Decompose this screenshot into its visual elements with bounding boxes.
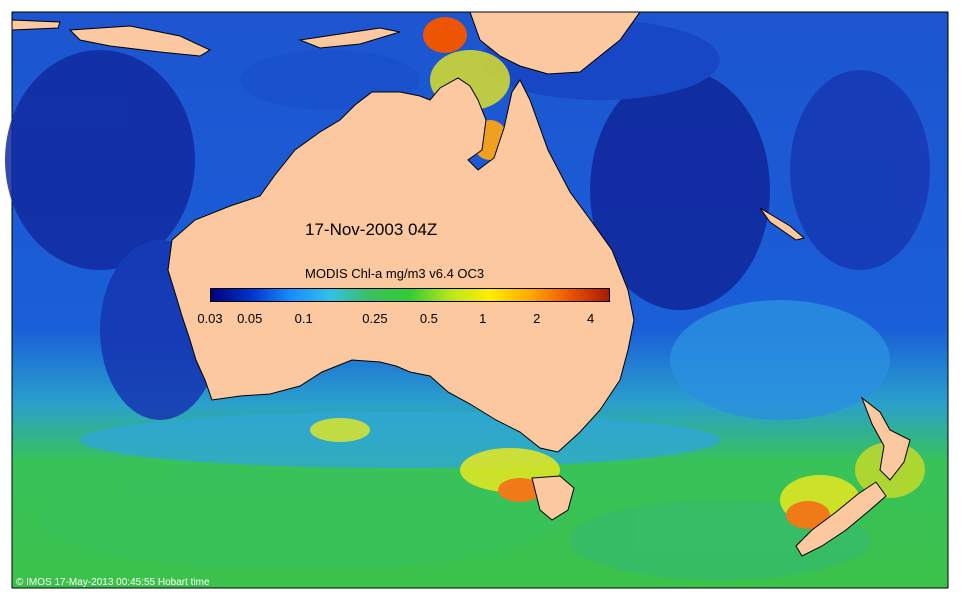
colorbar-tick-label: 0.1 [294,311,313,326]
indonesia-islands [68,25,212,57]
colorbar-tick-label: 0.05 [237,311,263,326]
tasmania [531,475,575,521]
timor [298,27,401,49]
low-chlorophyll-patches [5,20,930,420]
colorbar-tick-label: 1 [479,311,487,326]
new-zealand-north [860,396,911,481]
colorbar-tick-label: 2 [533,311,541,326]
new-caledonia [759,207,806,241]
date-label: 17-Nov-2003 04Z [305,220,438,239]
credit-text: © IMOS 17-May-2013 00:45:55 Hobart time [16,577,210,588]
new-guinea [469,11,641,75]
new-zealand-south [795,481,887,557]
colorbar [210,288,610,302]
indonesia-islands-west [11,19,61,31]
legend-title: MODIS Chl-a mg/m3 v6.4 OC3 [305,266,485,281]
colorbar-tick-label: 0.25 [362,311,388,326]
australia-landmass [167,77,635,453]
colorbar-tick-label: 4 [587,311,595,326]
colorbar-tick-label: 0.5 [419,311,438,326]
colorbar-tick-label: 0.03 [197,311,223,326]
